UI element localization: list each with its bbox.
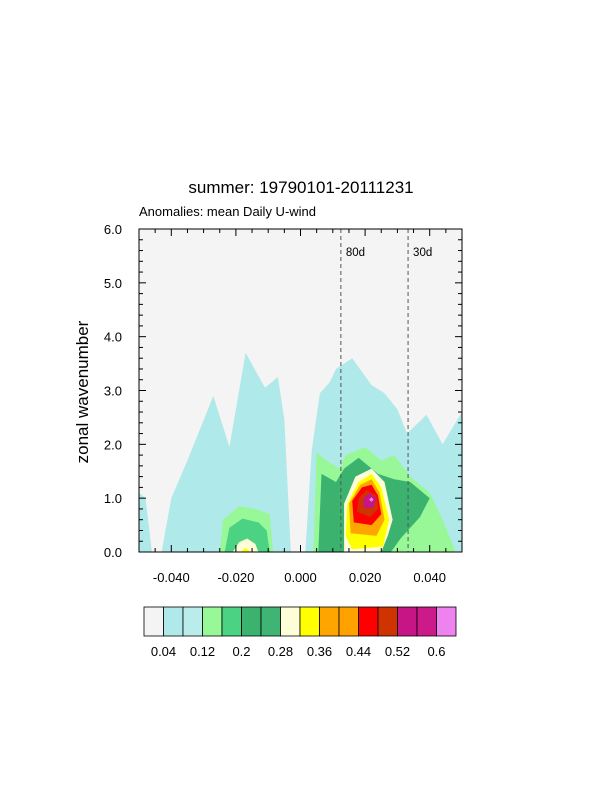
colorbar-box xyxy=(163,606,184,637)
colorbar-box xyxy=(280,606,301,637)
y-tick-label: 6.0 xyxy=(104,222,122,237)
colorbar-box xyxy=(202,606,223,637)
colorbar-box xyxy=(143,606,164,637)
colorbar-label: 0.04 xyxy=(151,644,176,659)
chart-title: summer: 19790101-20111231 xyxy=(188,178,413,197)
contour-region-0 xyxy=(139,492,152,552)
contour-region-6 xyxy=(240,547,251,552)
colorbar-box xyxy=(338,606,359,637)
period-lines: 80d 30d xyxy=(340,229,432,552)
colorbar-label: 0.44 xyxy=(346,644,371,659)
contour-region-4 xyxy=(224,518,270,552)
x-tick-label: 0.040 xyxy=(413,570,446,585)
colorbar-box xyxy=(182,606,203,637)
plot-frame xyxy=(138,228,463,553)
colorbar: 0.04 0.12 0.2 0.28 0.36 0.44 0.52 0.6 xyxy=(143,606,457,659)
y-tick-label: 3.0 xyxy=(104,384,122,399)
colorbar-label: 0.28 xyxy=(268,644,293,659)
colorbar-box xyxy=(397,606,418,637)
contour-region-15 xyxy=(369,497,374,502)
colorbar-box xyxy=(377,606,398,637)
colorbar-box xyxy=(358,606,379,637)
colorbar-label: 0.6 xyxy=(427,644,445,659)
colorbar-box xyxy=(221,606,242,637)
x-tick-label: -0.020 xyxy=(217,570,254,585)
colorbar-label: 0.12 xyxy=(190,644,215,659)
colorbar-box xyxy=(416,606,437,637)
colorbar-box xyxy=(260,606,281,637)
colorbar-label: 0.2 xyxy=(232,644,250,659)
x-tick-label: 0.020 xyxy=(349,570,382,585)
contour-regions xyxy=(139,352,462,552)
colorbar-box xyxy=(436,606,457,637)
colorbar-box xyxy=(299,606,320,637)
chart-subtitle: Anomalies: mean Daily U-wind xyxy=(139,204,316,219)
y-tick-label: 0.0 xyxy=(104,545,122,560)
y-axis-label: zonal wavenumber xyxy=(73,320,92,463)
y-tick-label: 2.0 xyxy=(104,437,122,452)
colorbar-box xyxy=(319,606,340,637)
y-tick-label: 1.0 xyxy=(104,491,122,506)
colorbar-box xyxy=(241,606,262,637)
y-tick-label: 4.0 xyxy=(104,330,122,345)
y-tick-label: 5.0 xyxy=(104,276,122,291)
x-tick-label: 0.000 xyxy=(284,570,317,585)
period-label-80d: 80d xyxy=(346,247,365,259)
period-label-30d: 30d xyxy=(413,247,432,259)
axis-ticks: -0.040 -0.020 0.000 0.020 0.040 0.0 1.0 2.0 3.0 4… xyxy=(104,222,463,585)
colorbar-label: 0.52 xyxy=(385,644,410,659)
contour-region-1 xyxy=(161,352,291,552)
colorbar-label: 0.36 xyxy=(307,644,332,659)
x-tick-label: -0.040 xyxy=(153,570,190,585)
